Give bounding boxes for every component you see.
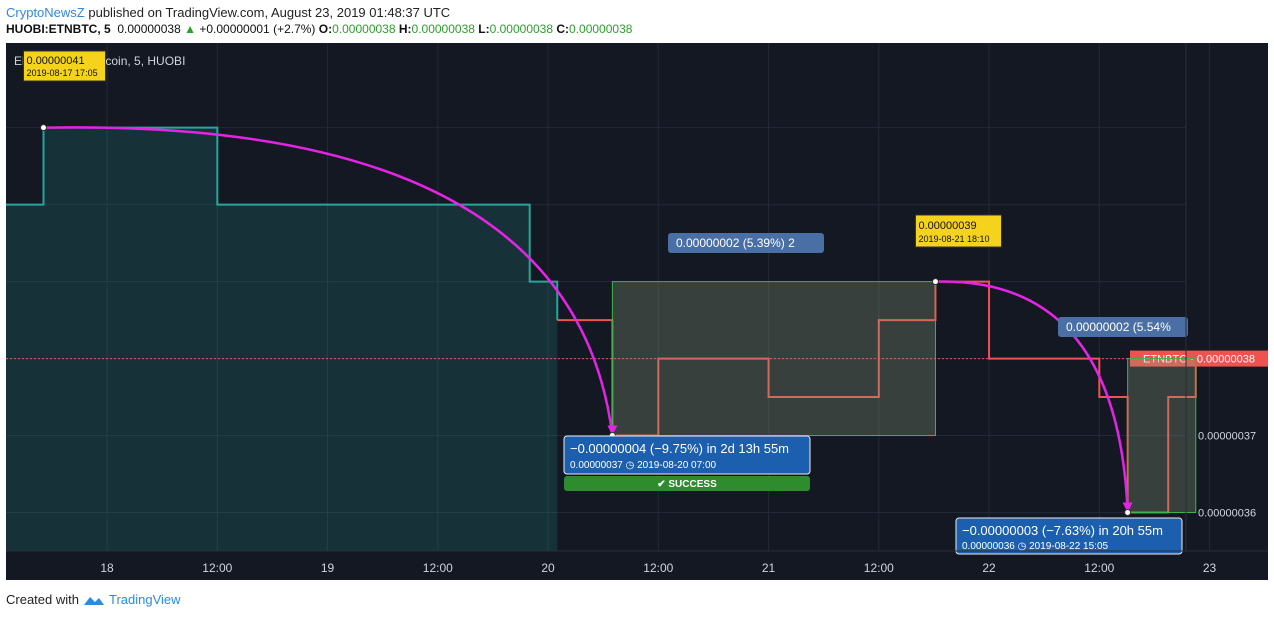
publish-info: published on TradingView.com, August 23,… [84, 5, 451, 20]
high-value: 0.00000038 [411, 22, 475, 36]
close-label: C: [556, 22, 570, 36]
result-detail: 0.00000037 ◷ 2019-08-20 07:00 [570, 460, 717, 471]
last-price-tag-text: ETNBTC · 0.00000038 [1143, 354, 1255, 366]
callout-price: 0.00000041 [27, 55, 85, 67]
measure-region-2 [1127, 358, 1197, 514]
callout-bg [23, 50, 107, 82]
x-tick-label: 23 [1203, 561, 1217, 575]
price-change: +0.00000001 (+2.7%) [199, 22, 316, 36]
series-line-up [6, 126, 559, 321]
measure-label: 0.00000002 (5.39%) 2 [668, 233, 824, 253]
y-tick-label: 0.00000037 [1198, 431, 1256, 443]
callout-time: 2019-08-17 17:05 [27, 68, 98, 78]
x-tick-label: 21 [762, 561, 776, 575]
x-tick-label: 22 [982, 561, 996, 575]
callout-price: 0.00000039 [918, 220, 976, 232]
measure-label-text: 0.00000002 (5.54% [1066, 320, 1171, 334]
last-price: 0.00000038 [117, 22, 181, 36]
anchor-point [1124, 509, 1132, 517]
open-value: 0.00000038 [332, 22, 396, 36]
anchor-point [40, 124, 48, 132]
result-box: −0.00000003 (−7.63%) in 20h 55m 0.0000003… [955, 517, 1183, 555]
low-value: 0.00000038 [489, 22, 554, 36]
result-detail: 0.00000036 ◷ 2019-08-22 15:05 [962, 541, 1109, 552]
success-badge-bg [564, 476, 810, 491]
result-line: −0.00000003 (−7.63%) in 20h 55m [962, 523, 1163, 538]
trend-arrow-1 [43, 126, 614, 436]
symbol-label: HUOBI:ETNBTC, 5 [6, 22, 111, 36]
x-tick-label: 12:00 [202, 561, 232, 575]
measure-label-text: 0.00000002 (5.39%) 2 [676, 236, 795, 250]
x-tick-label: 12:00 [1084, 561, 1114, 575]
result-box: −0.00000004 (−9.75%) in 2d 13h 55m 0.0000… [563, 435, 811, 491]
x-tick-label: 12:00 [423, 561, 453, 575]
x-tick-label: 20 [541, 561, 555, 575]
anchor-point [931, 278, 939, 286]
callout-bg [914, 214, 1002, 248]
price-callout: 0.00000039 2019-08-21 18:10 [914, 214, 1002, 248]
x-tick-label: 19 [321, 561, 335, 575]
chart-panel[interactable]: ETNBTC · 0.00000038Electroneum / Bitcoin… [6, 43, 1268, 580]
measure-label: 0.00000002 (5.54% [1058, 317, 1188, 337]
last-price-tag-bg [1130, 350, 1268, 367]
arrowhead-icon [607, 425, 618, 436]
price-chart[interactable]: ETNBTC · 0.00000038Electroneum / Bitcoin… [6, 43, 1268, 580]
y-tick-label: 0.00000036 [1198, 508, 1256, 520]
open-label: O: [318, 22, 333, 36]
footer: Created with TradingView [6, 592, 181, 607]
series-area-up [6, 127, 558, 552]
measure-label-bg [668, 233, 824, 253]
tradingview-logo-icon [83, 594, 105, 606]
arrowhead-icon [1122, 502, 1133, 513]
x-tick-label: 12:00 [643, 561, 673, 575]
measure-region-1 [611, 281, 936, 437]
up-arrow-icon: ▲ [184, 22, 196, 36]
callout-time: 2019-08-21 18:10 [918, 234, 989, 244]
x-tick-label: 12:00 [864, 561, 894, 575]
created-with-label: Created with [6, 592, 79, 607]
brand-link[interactable]: CryptoNewsZ [6, 5, 85, 20]
close-value: 0.00000038 [569, 22, 633, 36]
measure-label-bg [1058, 317, 1188, 337]
success-badge-text: ✔ SUCCESS [657, 479, 717, 490]
last-price-tag: ETNBTC · 0.00000038 [1130, 350, 1268, 367]
high-label: H: [398, 22, 412, 36]
publish-line: CryptoNewsZ published on TradingView.com… [6, 5, 450, 20]
tradingview-link[interactable]: TradingView [108, 592, 181, 607]
result-line: −0.00000004 (−9.75%) in 2d 13h 55m [570, 441, 789, 456]
low-label: L: [478, 22, 490, 36]
result-box-bg [563, 435, 811, 475]
x-tick-label: 18 [100, 561, 114, 575]
ohlc-line: HUOBI:ETNBTC, 5 0.00000038 ▲ +0.00000001… [6, 22, 632, 36]
result-box-bg [955, 517, 1183, 555]
